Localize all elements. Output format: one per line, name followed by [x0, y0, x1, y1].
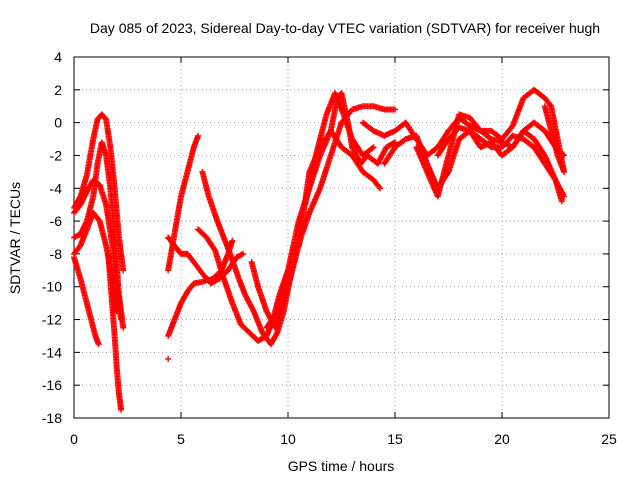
data-point	[273, 330, 280, 337]
data-point	[547, 102, 554, 109]
data-point	[229, 237, 236, 244]
y-tick-label: -18	[42, 410, 62, 426]
y-tick-label: -6	[50, 213, 63, 229]
data-point	[120, 324, 127, 331]
data-point	[118, 406, 125, 413]
y-tick-label: -2	[50, 147, 63, 163]
y-tick-label: -16	[42, 377, 62, 393]
y-tick-label: -10	[42, 279, 62, 295]
x-tick-label: 0	[70, 431, 78, 447]
y-axis-label: SDTVAR / TECUs	[7, 182, 23, 294]
gridlines	[74, 57, 609, 418]
x-tick-label: 15	[387, 431, 403, 447]
data-point	[392, 106, 398, 113]
y-tick-label: 4	[54, 49, 62, 65]
y-tick-label: 2	[54, 82, 62, 98]
y-tick-labels: 4 2 0 -2 -4 -6 -8 -10 -12 -14 -16 -18	[42, 49, 62, 426]
data-points	[71, 86, 568, 413]
data-point	[273, 309, 280, 316]
x-axis-label: GPS time / hours	[288, 458, 395, 474]
x-tick-labels: 0 5 10 15 20 25	[70, 431, 617, 447]
y-tick-label: 0	[54, 115, 62, 131]
axis-ticks	[73, 56, 610, 419]
data-point	[377, 185, 384, 192]
data-point	[390, 140, 397, 147]
y-tick-label: -4	[50, 180, 63, 196]
x-tick-label: 25	[601, 431, 617, 447]
y-tick-label: -12	[42, 312, 62, 328]
data-point	[165, 355, 172, 362]
data-point	[369, 145, 376, 152]
x-tick-label: 5	[177, 431, 185, 447]
data-point	[370, 144, 377, 151]
data-point	[195, 132, 202, 139]
data-point	[240, 250, 247, 257]
data-point	[561, 168, 568, 175]
y-tick-label: -8	[50, 246, 63, 262]
data-point	[118, 316, 125, 323]
series-sdtvar	[71, 86, 568, 413]
data-point	[95, 341, 102, 348]
data-point	[558, 198, 565, 205]
x-tick-label: 10	[280, 431, 296, 447]
chart-title: Day 085 of 2023, Sidereal Day-to-day VTE…	[90, 20, 600, 36]
data-point	[120, 267, 127, 274]
data-point	[376, 184, 383, 191]
y-tick-label: -14	[42, 344, 62, 360]
x-tick-label: 20	[494, 431, 510, 447]
